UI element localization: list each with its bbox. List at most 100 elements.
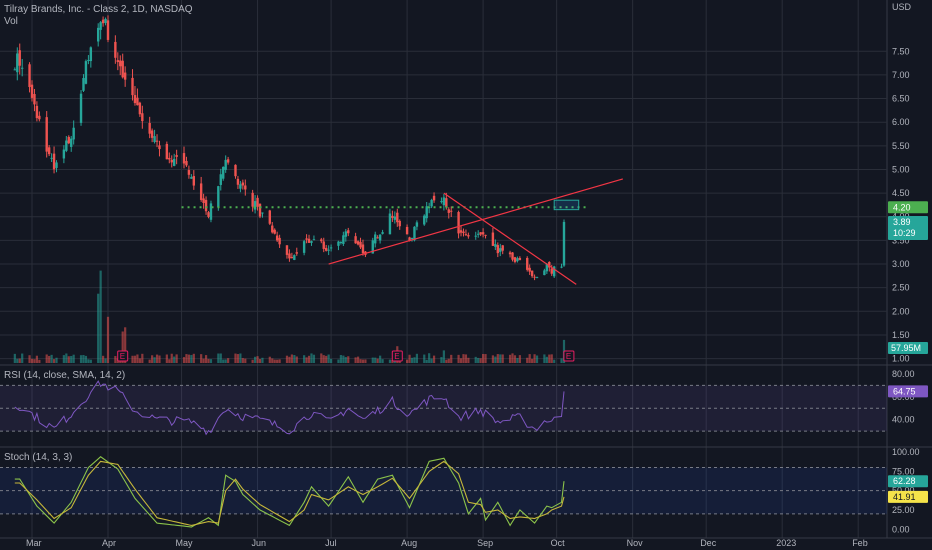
- earnings-marker-label: E: [394, 352, 399, 361]
- candle-body: [192, 176, 196, 186]
- candle-body: [491, 232, 495, 246]
- stoch-k-line[interactable]: [14, 455, 565, 528]
- candle-body: [405, 226, 409, 235]
- volume-bar: [55, 357, 58, 363]
- volume-bar: [430, 358, 433, 363]
- earnings-marker[interactable]: [117, 350, 129, 362]
- candle-body: [393, 216, 397, 220]
- last-price-label-bg: [888, 215, 928, 240]
- candle-body: [560, 266, 563, 268]
- volume-bar: [28, 355, 31, 363]
- volume-bar: [273, 359, 276, 363]
- candle-body: [33, 93, 36, 105]
- candle-body: [290, 257, 294, 259]
- volume-bar: [30, 358, 34, 363]
- candle-body: [148, 122, 151, 134]
- volume-bar: [87, 359, 90, 363]
- price-axis-tick: 3.50: [892, 235, 910, 245]
- volume-bar: [293, 355, 296, 363]
- trendline[interactable]: [328, 178, 624, 265]
- volume-bar: [155, 354, 159, 363]
- candle-body: [182, 153, 186, 164]
- symbol-title: Tilray Brands, Inc. - Class 2, 1D, NASDA…: [4, 4, 193, 15]
- price-axis-tick: 3.00: [892, 259, 910, 269]
- volume-bar: [62, 355, 65, 363]
- volume-bar: [202, 358, 205, 363]
- candle-body: [327, 249, 330, 251]
- candle-body: [543, 270, 546, 276]
- candle-body: [552, 266, 556, 277]
- volume-bar: [342, 355, 345, 363]
- candle-body: [82, 78, 85, 91]
- volume-bar: [477, 357, 480, 363]
- volume-bar: [16, 358, 19, 363]
- candle-body: [70, 138, 73, 147]
- candle-body: [175, 155, 178, 157]
- time-axis-tick: Jun: [252, 538, 267, 548]
- candle-body: [170, 159, 173, 163]
- stoch-k-value-bg: [888, 475, 928, 488]
- rsi-label: RSI (14, close, SMA, 14, 2): [4, 370, 126, 381]
- volume-bar: [79, 355, 83, 363]
- candle-body: [16, 53, 19, 73]
- volume-bar: [45, 354, 48, 363]
- volume-bar: [410, 357, 414, 363]
- time-axis-tick: Nov: [627, 538, 644, 548]
- volume-bar: [356, 356, 360, 363]
- volume-bar: [33, 359, 36, 363]
- volume-bar: [499, 354, 502, 363]
- volume-bar: [548, 354, 551, 363]
- candle-body: [528, 267, 531, 272]
- candle-body: [322, 241, 325, 249]
- candle-body: [344, 231, 348, 237]
- candle-body: [381, 232, 384, 234]
- volume-bar: [18, 358, 21, 363]
- candle-body: [168, 157, 171, 160]
- candle-body: [356, 241, 360, 245]
- candle-body: [20, 67, 24, 69]
- volume-bar: [151, 355, 154, 363]
- earnings-marker[interactable]: [391, 350, 403, 362]
- volume-bar: [241, 358, 244, 363]
- stoch-legend[interactable]: Stoch (14, 3, 3): [4, 452, 76, 463]
- volume-bar: [432, 355, 436, 363]
- volume-bar: [513, 355, 517, 363]
- volume-bar: [425, 359, 428, 363]
- candle-body: [447, 209, 450, 213]
- candle-body: [104, 18, 107, 23]
- candle-body: [457, 212, 460, 234]
- volume-bar: [136, 354, 139, 363]
- candle-body: [464, 234, 468, 236]
- highlight-rectangle[interactable]: [553, 199, 580, 211]
- candle-body: [30, 84, 34, 98]
- volume-bar: [48, 355, 51, 363]
- candle-body: [84, 61, 88, 84]
- volume-bar: [491, 355, 495, 363]
- rsi-legend[interactable]: RSI (14, close, SMA, 14, 2): [4, 370, 129, 381]
- stoch-k-value: 62.28: [893, 476, 916, 486]
- stoch-d-line[interactable]: [14, 460, 565, 526]
- symbol-legend[interactable]: Tilray Brands, Inc. - Class 2, 1D, NASDA…: [4, 4, 197, 15]
- volume-bar: [459, 358, 463, 363]
- trendline[interactable]: [443, 192, 577, 285]
- volume-bar: [307, 355, 311, 363]
- candle-body: [396, 212, 399, 223]
- candle-body: [562, 221, 566, 266]
- candle-body: [374, 234, 377, 244]
- candle-body: [258, 203, 262, 217]
- volume-bar: [388, 359, 392, 363]
- candle-body: [271, 225, 274, 233]
- volume-bar: [173, 356, 176, 363]
- volume-bar: [560, 358, 563, 363]
- volume-label: Vol: [4, 16, 18, 27]
- volume-legend[interactable]: Vol: [4, 16, 22, 27]
- candle-body: [526, 257, 529, 270]
- rsi-line[interactable]: [14, 380, 565, 436]
- volume-bar: [158, 355, 161, 363]
- volume-bar: [526, 357, 529, 363]
- candle-body: [450, 210, 453, 212]
- earnings-marker[interactable]: [563, 350, 575, 362]
- candle-body: [337, 241, 340, 246]
- volume-bar: [545, 356, 548, 363]
